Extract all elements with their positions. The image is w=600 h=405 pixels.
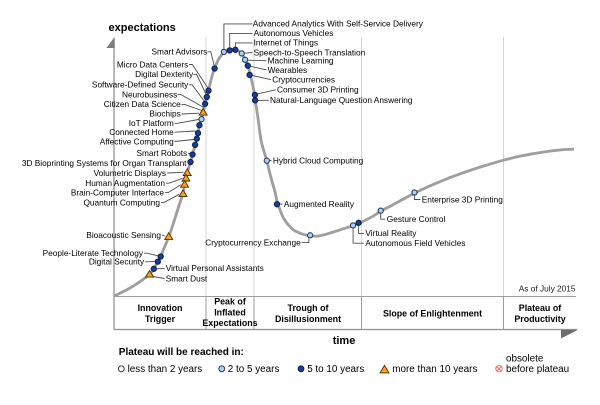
svg-text:Productivity: Productivity xyxy=(514,314,565,324)
svg-text:Micro Data Centers: Micro Data Centers xyxy=(117,59,188,69)
svg-text:Human Augmentation: Human Augmentation xyxy=(85,178,165,188)
svg-text:Gesture Control: Gesture Control xyxy=(387,214,446,224)
svg-text:Digital Security: Digital Security xyxy=(89,257,145,267)
svg-text:Quantum Computing: Quantum Computing xyxy=(83,197,160,207)
svg-text:Internet of Things: Internet of Things xyxy=(254,38,318,48)
svg-text:Enterprise 3D Printing: Enterprise 3D Printing xyxy=(422,194,504,204)
svg-text:Smart Advisors: Smart Advisors xyxy=(152,46,208,56)
svg-text:Advanced Analytics With Self-S: Advanced Analytics With Self-Service Del… xyxy=(253,19,424,29)
svg-text:less than 2 years: less than 2 years xyxy=(128,364,203,375)
svg-text:Hybrid Cloud Computing: Hybrid Cloud Computing xyxy=(273,155,364,165)
svg-text:Peak of: Peak of xyxy=(214,297,246,307)
svg-text:Natural-Language Question Answ: Natural-Language Question Answering xyxy=(270,95,413,105)
svg-text:Machine Learning: Machine Learning xyxy=(268,56,334,66)
svg-text:obsolete: obsolete xyxy=(506,354,544,365)
svg-text:Smart Robots: Smart Robots xyxy=(136,148,187,158)
svg-text:Cryptocurrencies: Cryptocurrencies xyxy=(272,75,335,85)
svg-text:Smart Dust: Smart Dust xyxy=(166,274,208,284)
svg-text:Speech-to-Speech Translation: Speech-to-Speech Translation xyxy=(254,47,366,57)
svg-text:Brain-Computer Interface: Brain-Computer Interface xyxy=(71,188,165,198)
svg-text:Inflated: Inflated xyxy=(214,307,246,317)
svg-text:Citizen Data Science: Citizen Data Science xyxy=(104,99,181,109)
svg-text:As of July 2015: As of July 2015 xyxy=(519,284,576,294)
svg-text:expectations: expectations xyxy=(109,22,176,34)
svg-text:Innovation: Innovation xyxy=(138,303,183,313)
svg-text:Digital Dexterity: Digital Dexterity xyxy=(135,69,194,79)
svg-text:Augmented Reality: Augmented Reality xyxy=(284,199,355,209)
svg-text:Affective Computing: Affective Computing xyxy=(100,136,174,146)
svg-text:Neurobusiness: Neurobusiness xyxy=(122,89,177,99)
svg-text:Autonomous Vehicles: Autonomous Vehicles xyxy=(254,28,334,38)
svg-text:Expectations: Expectations xyxy=(202,318,257,328)
svg-text:Biochips: Biochips xyxy=(149,109,180,119)
svg-text:3D Bioprinting Systems for Org: 3D Bioprinting Systems for Organ Transpl… xyxy=(22,158,187,168)
svg-text:2 to 5 years: 2 to 5 years xyxy=(228,364,280,375)
svg-text:Volumetric Displays: Volumetric Displays xyxy=(94,168,166,178)
svg-text:Slope of Enlightenment: Slope of Enlightenment xyxy=(383,309,482,319)
svg-text:Consumer 3D Printing: Consumer 3D Printing xyxy=(277,85,359,95)
svg-text:5 to 10 years: 5 to 10 years xyxy=(307,364,364,375)
svg-text:IoT Platform: IoT Platform xyxy=(129,118,174,128)
svg-text:Software-Defined Security: Software-Defined Security xyxy=(92,80,189,90)
svg-text:more than 10 years: more than 10 years xyxy=(392,364,477,375)
svg-text:Plateau of: Plateau of xyxy=(519,303,561,313)
svg-text:Virtual Personal Assistants: Virtual Personal Assistants xyxy=(166,263,264,273)
svg-text:Trough of: Trough of xyxy=(288,303,329,313)
svg-text:Bioacoustic Sensing: Bioacoustic Sensing xyxy=(86,230,161,240)
svg-text:Connected Home: Connected Home xyxy=(109,127,174,137)
svg-text:Autonomous Field Vehicles: Autonomous Field Vehicles xyxy=(365,238,465,248)
svg-text:Wearables: Wearables xyxy=(268,65,308,75)
svg-text:time: time xyxy=(333,335,356,347)
svg-text:Virtual Reality: Virtual Reality xyxy=(365,228,417,238)
svg-text:Cryptocurrency Exchange: Cryptocurrency Exchange xyxy=(205,237,301,247)
svg-text:Trigger: Trigger xyxy=(145,314,176,324)
svg-text:Plateau will be reached in:: Plateau will be reached in: xyxy=(119,347,244,358)
svg-text:before plateau: before plateau xyxy=(506,364,569,375)
svg-text:Disillusionment: Disillusionment xyxy=(275,314,341,324)
svg-text:People-Literate Technology: People-Literate Technology xyxy=(43,248,144,258)
